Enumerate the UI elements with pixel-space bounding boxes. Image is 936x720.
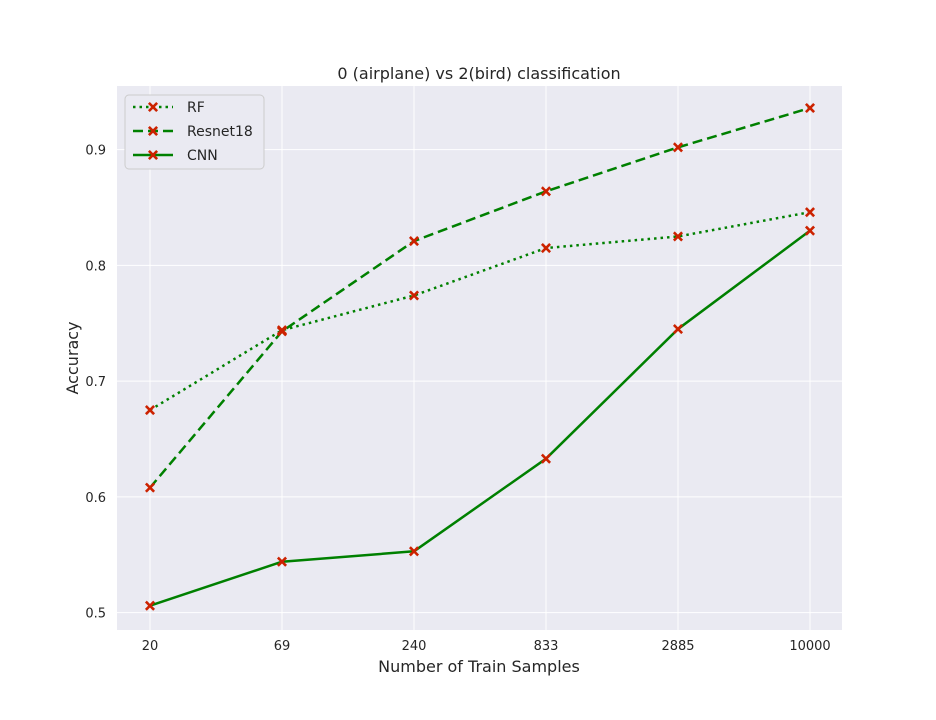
x-axis-label: Number of Train Samples [378,657,580,676]
series-markers [144,102,816,611]
marker-rf [804,207,816,218]
chart-title: 0 (airplane) vs 2(bird) classification [337,64,620,83]
marker-cnn [276,556,288,567]
marker-resnet18 [408,236,420,247]
marker-cnn [408,546,420,557]
marker-resnet18 [276,326,288,337]
x-tick-label: 2885 [661,639,694,654]
marker-cross [408,290,420,301]
marker-cross [276,556,288,567]
marker-cross [804,102,816,114]
legend-marker-rf [147,101,159,113]
y-tick-label: 0.7 [85,375,106,390]
plot-area [117,86,842,630]
marker-cross [408,546,420,557]
grid [117,86,842,630]
legend-label-resnet18: Resnet18 [187,124,253,140]
y-tick-label: 0.8 [85,259,106,274]
marker-cnn [540,453,552,464]
marker-rf [408,290,420,301]
marker-cross [276,326,288,337]
x-tick-label: 10000 [789,639,830,654]
marker-cross [804,225,816,236]
marker-resnet18 [672,142,684,153]
x-tick-label: 20 [142,639,159,654]
marker-cnn [672,324,684,335]
marker-resnet18 [144,482,156,493]
x-tick-label: 240 [402,639,427,654]
x-tick-label: 69 [274,639,291,654]
marker-cross [147,149,159,161]
legend: RF Resnet18 CNN [124,94,265,170]
series-line-resnet18 [149,106,811,489]
series-lines [149,106,811,607]
y-tick-label: 0.5 [85,607,106,622]
marker-cross [672,231,684,242]
marker-cross [147,101,159,113]
marker-rf [144,405,156,416]
marker-cross [408,236,420,247]
y-tick-label: 0.9 [85,144,106,159]
marker-cnn [144,600,156,611]
marker-resnet18 [804,102,816,114]
legend-box [124,94,265,170]
y-tick-labels: 0.5 0.6 0.7 0.8 0.9 [85,144,106,622]
marker-rf [672,231,684,242]
marker-cross [144,600,156,611]
legend-label-rf: RF [187,100,205,116]
marker-cross [540,186,552,197]
legend-marker-cnn [147,149,159,161]
marker-cross [144,405,156,416]
marker-cross [804,207,816,218]
marker-resnet18 [540,186,552,197]
series-line-cnn [149,229,811,607]
legend-marker-resnet18 [147,125,159,137]
marker-cross [672,324,684,335]
marker-cross [540,453,552,464]
marker-cross [144,482,156,493]
y-axis-label: Accuracy [63,321,82,394]
x-tick-label: 833 [534,639,559,654]
legend-label-cnn: CNN [187,148,218,164]
marker-cnn [804,225,816,236]
marker-rf [540,243,552,254]
x-tick-labels: 20 69 240 833 2885 10000 [142,639,831,654]
y-tick-label: 0.6 [85,491,106,506]
marker-cross [540,243,552,254]
marker-cross [147,125,159,137]
series-line-rf [149,210,811,412]
marker-cross [672,142,684,153]
